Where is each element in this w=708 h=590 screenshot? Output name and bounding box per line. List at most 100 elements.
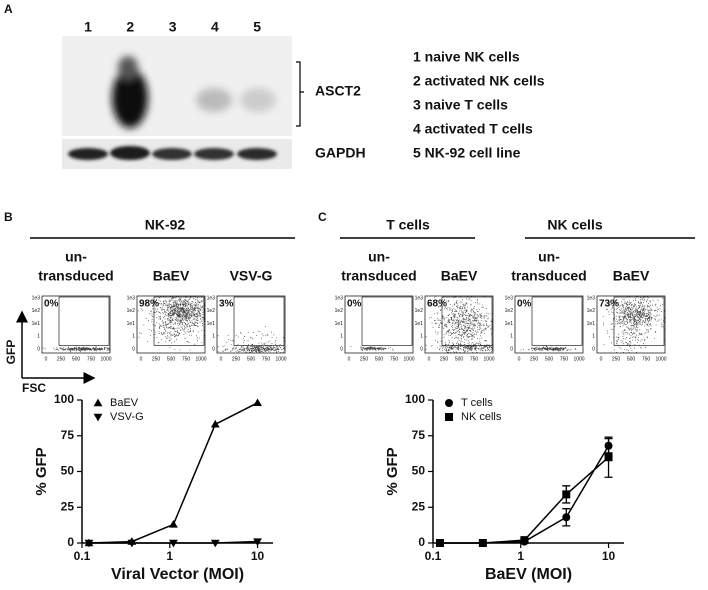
legend-label: T cells — [461, 397, 493, 409]
flow-x-tick: 1000 — [275, 356, 286, 362]
flow-y-tick: 0 — [340, 346, 343, 352]
x-tick-label: 10 — [251, 549, 265, 563]
flow-y-tick: 1e3 — [587, 295, 596, 301]
flow-x-tick: 1000 — [483, 356, 494, 362]
legend-label: VSV-G — [110, 411, 144, 423]
flow-y-tick: 1 — [592, 334, 595, 340]
flow-x-tick: 250 — [530, 356, 539, 362]
lane-legend: 5 NK-92 cell line — [413, 145, 521, 161]
flow-y-tick: 1 — [132, 334, 135, 340]
legend-label: BaEV — [110, 397, 139, 409]
flow-x-tick: 250 — [440, 356, 449, 362]
data-point — [445, 399, 453, 407]
group-header: NK cells — [547, 217, 602, 233]
flow-x-tick: 0 — [428, 356, 431, 362]
x-axis-label: BaEV (MOI) — [485, 566, 572, 583]
y-tick-label: 25 — [412, 499, 426, 513]
flow-x-tick: 750 — [390, 356, 399, 362]
flow-events — [42, 346, 111, 353]
flow-x-tick: 1000 — [195, 356, 206, 362]
flow-y-tick: 1 — [212, 334, 215, 340]
data-point — [604, 453, 613, 462]
flow-events — [520, 345, 576, 352]
y-tick-label: 0 — [67, 535, 74, 549]
column-title: BaEV — [441, 268, 478, 284]
gate-percent: 73% — [599, 299, 619, 310]
flow-x-tick: 500 — [455, 356, 464, 362]
flow-y-tick: 1e1 — [127, 321, 136, 327]
flow-y-tick: 1e3 — [335, 295, 344, 301]
flow-axis-label: FSC — [22, 381, 46, 395]
flow-x-tick: 0 — [45, 356, 48, 362]
flow-x-tick: 500 — [627, 356, 636, 362]
gate-percent: 98% — [139, 299, 159, 310]
flow-x-tick: 0 — [140, 356, 143, 362]
bracket — [296, 61, 304, 127]
lane-legend: 1 naive NK cells — [413, 49, 520, 65]
column-title: un- — [538, 249, 560, 265]
flow-events — [350, 346, 394, 351]
lane-legend: 4 activated T cells — [413, 121, 533, 137]
group-header: T cells — [386, 217, 430, 233]
flow-y-tick: 0 — [510, 346, 513, 352]
flow-y-tick: 1 — [37, 334, 40, 340]
x-tick-label: 0.1 — [74, 549, 91, 563]
flow-x-tick: 250 — [152, 356, 161, 362]
flow-y-tick: 1e1 — [505, 321, 514, 327]
gate — [58, 296, 110, 346]
flow-y-tick: 1e3 — [207, 295, 216, 301]
gate — [613, 296, 665, 346]
lane-label: 2 — [126, 19, 134, 35]
flow-x-tick: 250 — [360, 356, 369, 362]
data-point — [445, 413, 453, 421]
data-point — [478, 539, 487, 547]
x-tick-label: 10 — [602, 549, 616, 563]
flow-y-tick: 1e2 — [505, 308, 514, 314]
data-point — [253, 398, 262, 407]
column-title: un- — [65, 249, 87, 265]
lane-label: 3 — [169, 19, 177, 35]
y-axis-label: % GFP — [33, 447, 50, 495]
flow-plot-frame — [514, 295, 584, 354]
flow-events — [217, 326, 286, 353]
lane-label: 4 — [211, 19, 219, 35]
flow-x-tick: 750 — [560, 356, 569, 362]
lane-legend: 2 activated NK cells — [413, 73, 545, 89]
flow-y-tick: 1e2 — [587, 308, 596, 314]
data-point — [562, 490, 571, 499]
flow-plot-frame — [344, 295, 414, 354]
y-tick-label: 75 — [412, 428, 426, 442]
data-point — [210, 419, 220, 428]
data-point — [520, 536, 529, 545]
flow-y-tick: 1 — [420, 334, 423, 340]
column-title: transduced — [511, 268, 586, 284]
lane-label: 1 — [84, 19, 92, 35]
column-title: BaEV — [613, 268, 650, 284]
flow-x-tick: 750 — [470, 356, 479, 362]
flow-events — [425, 296, 494, 353]
flow-x-tick: 500 — [167, 356, 176, 362]
x-axis-label: Viral Vector (MOI) — [111, 566, 244, 583]
flow-y-tick: 0 — [132, 346, 135, 352]
flow-y-tick: 1e2 — [32, 308, 41, 314]
column-title: BaEV — [153, 268, 190, 284]
x-tick-label: 0.1 — [425, 549, 442, 563]
y-tick-label: 100 — [405, 392, 425, 406]
gate — [233, 296, 285, 346]
y-tick-label: 0 — [418, 535, 425, 549]
flow-x-tick: 250 — [232, 356, 241, 362]
column-title: un- — [368, 249, 390, 265]
panel-label: C — [318, 210, 327, 224]
flow-x-tick: 500 — [545, 356, 554, 362]
series-line — [439, 456, 610, 544]
flow-y-tick: 1 — [340, 334, 343, 340]
flow-x-tick: 0 — [600, 356, 603, 362]
flow-y-tick: 1e1 — [335, 321, 344, 327]
flow-plot-frame — [41, 295, 111, 354]
lane-label: 5 — [253, 19, 261, 35]
flow-x-tick: 1000 — [573, 356, 584, 362]
flow-plot-frame — [216, 295, 286, 354]
flow-x-tick: 250 — [57, 356, 66, 362]
band-label: ASCT2 — [315, 83, 361, 99]
